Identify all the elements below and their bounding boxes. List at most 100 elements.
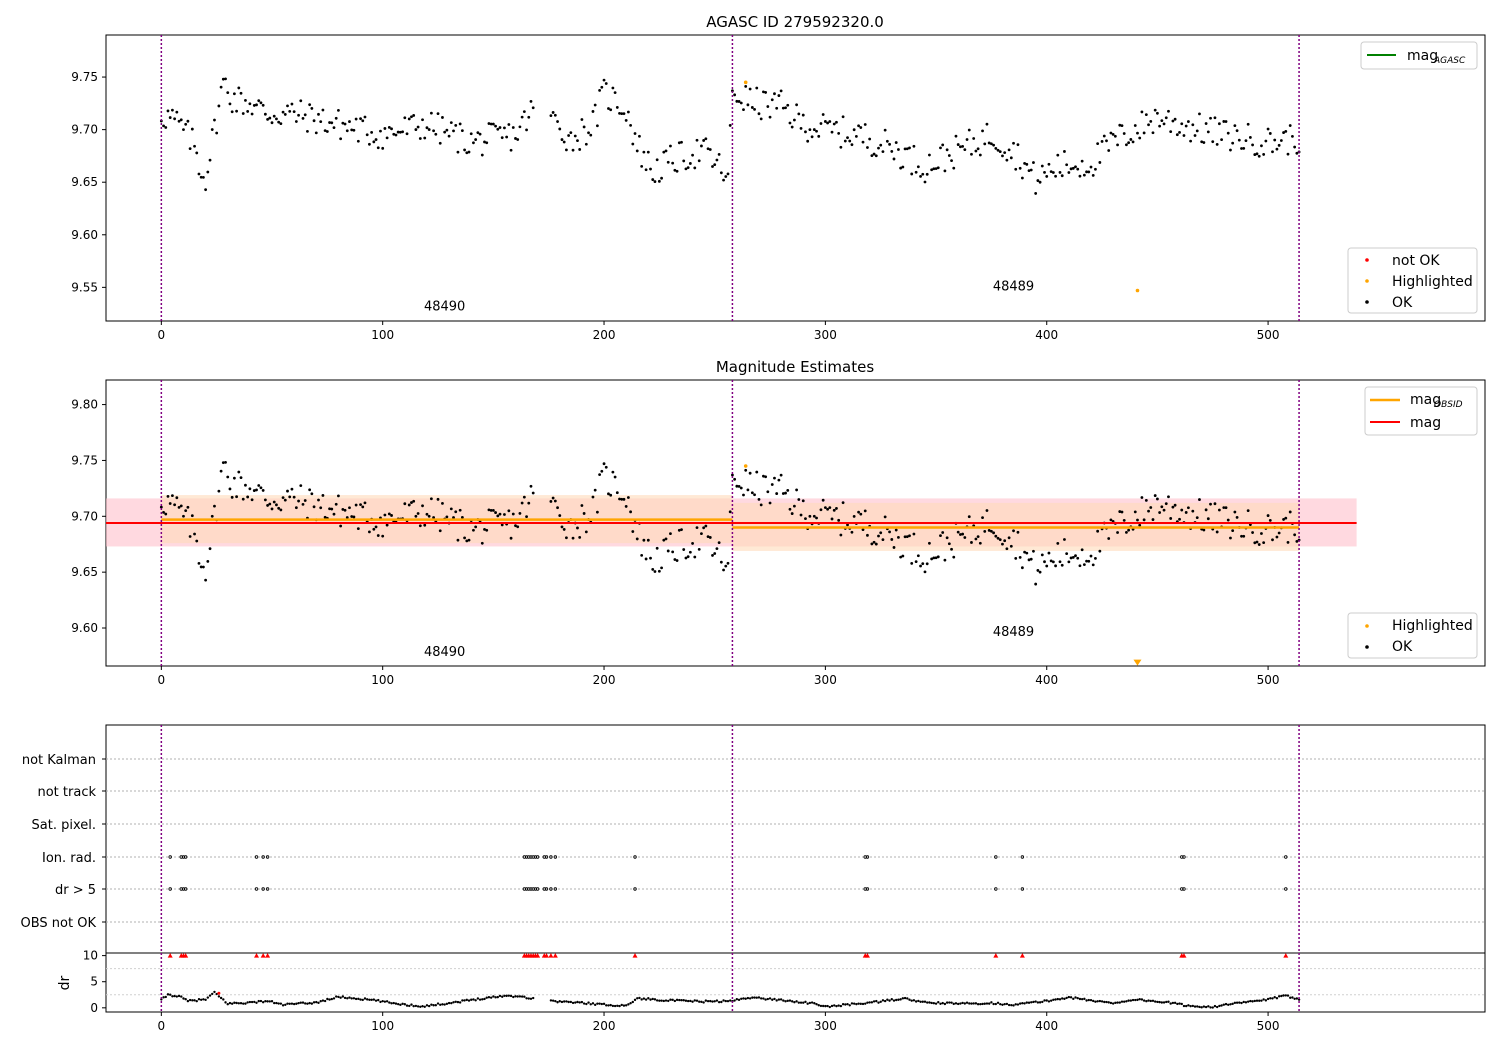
dr-point [790, 1000, 794, 1003]
dr-point [454, 1000, 457, 1003]
ok-point [932, 556, 936, 560]
ok-point [1045, 175, 1049, 178]
dr-point [166, 993, 170, 996]
ok-point [830, 130, 834, 134]
legend-marker-ok [1365, 645, 1369, 649]
ok-point [529, 484, 533, 488]
ok-point [1038, 570, 1042, 574]
ok-point [379, 129, 382, 133]
ok-point [286, 104, 289, 108]
x-tick-label: 400 [1035, 328, 1058, 342]
ok-point [832, 122, 836, 126]
dr-point [419, 1005, 422, 1008]
ok-point [1074, 165, 1077, 169]
ok-point [288, 495, 292, 499]
ok-point [626, 496, 630, 499]
ok-point [1204, 122, 1208, 125]
y-tick-label: 9.60 [71, 621, 98, 635]
ok-point [797, 498, 801, 501]
flag-row-label: Sat. pixel. [32, 818, 96, 833]
ok-point [812, 128, 816, 131]
ok-point [684, 167, 688, 171]
ok-point [1065, 552, 1069, 555]
ok-point [438, 141, 442, 145]
ok-point [219, 469, 223, 473]
ok-point [1195, 516, 1199, 520]
ok-point [682, 159, 686, 163]
dr-point [317, 1001, 320, 1005]
dr-point [551, 999, 555, 1002]
dr-point [1173, 1001, 1177, 1005]
ok-point [611, 86, 615, 90]
dr-point [323, 999, 327, 1003]
ok-point [1078, 564, 1082, 568]
dr-point [868, 1001, 871, 1004]
dr-clipped-marker [1019, 953, 1025, 958]
y-tick-label: 9.70 [71, 123, 98, 137]
ok-point [241, 112, 245, 115]
x-tick-label: 200 [593, 1019, 616, 1033]
ok-point [987, 529, 991, 532]
dr-point [308, 1001, 311, 1005]
dr-point [268, 1000, 271, 1003]
ok-point [1240, 147, 1243, 150]
dr-point [680, 999, 683, 1002]
dr-point [281, 1004, 285, 1007]
dr-point [585, 1002, 588, 1006]
ok-point [186, 119, 190, 123]
ok-point [350, 515, 354, 518]
dr-point [219, 996, 223, 1000]
ok-point [356, 139, 360, 143]
ok-point [381, 146, 385, 150]
ok-point [1260, 144, 1263, 148]
ok-point [1284, 516, 1288, 520]
ok-point [410, 501, 413, 504]
ok-point [1001, 542, 1004, 546]
ok-point [859, 512, 863, 516]
ok-point [452, 516, 455, 519]
ok-point [757, 112, 761, 116]
ok-point [480, 153, 484, 157]
dr-point [470, 998, 473, 1001]
flag-point [265, 855, 270, 859]
dr-point [1156, 1000, 1159, 1004]
ok-point [810, 135, 814, 139]
flag-row-label: dr > 5 [55, 883, 96, 898]
dr-point [423, 1005, 426, 1008]
dr-point [844, 1003, 847, 1006]
flag-point [994, 855, 998, 859]
ok-point [460, 515, 464, 519]
dr-point [877, 1001, 880, 1004]
ok-point [680, 528, 683, 532]
ok-point [631, 142, 635, 146]
ok-point [897, 535, 900, 539]
ok-point [204, 578, 208, 582]
ok-point [795, 103, 799, 107]
dr-point [771, 998, 774, 1001]
ok-point [819, 122, 823, 125]
ok-point [1040, 164, 1044, 168]
ok-point [1229, 148, 1232, 152]
ok-point [843, 139, 847, 143]
ok-point [310, 107, 314, 110]
ok-point [657, 569, 661, 573]
ok-point [507, 123, 511, 126]
ok-point [649, 167, 652, 171]
dr-point [1187, 1004, 1190, 1007]
ok-point [1027, 558, 1031, 562]
ok-point [744, 468, 748, 472]
dr-point [706, 999, 710, 1003]
dr-point [999, 1002, 1002, 1006]
ok-point [1136, 131, 1139, 135]
ok-point [1133, 510, 1137, 514]
dr-point [937, 1000, 940, 1004]
dr-point [1072, 997, 1075, 1001]
dr-point [1083, 997, 1086, 1001]
dr-point [503, 994, 506, 998]
ok-point [788, 121, 792, 125]
ok-point [1003, 151, 1007, 154]
ok-point [1224, 120, 1228, 123]
dr-point [700, 1000, 703, 1004]
ok-point [427, 514, 431, 518]
